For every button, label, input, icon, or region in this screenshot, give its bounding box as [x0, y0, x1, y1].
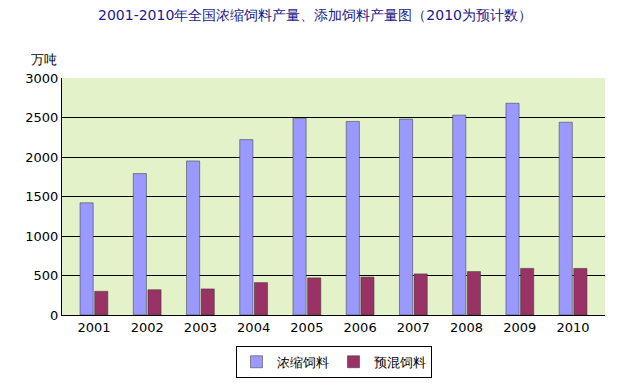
svg-text:500: 500 [34, 268, 59, 283]
svg-text:2010: 2010 [557, 320, 590, 335]
svg-text:2008: 2008 [450, 320, 483, 335]
svg-text:2006: 2006 [344, 320, 377, 335]
svg-text:2004: 2004 [237, 320, 270, 335]
svg-text:2005: 2005 [290, 320, 323, 335]
svg-text:预混饲料: 预混饲料 [374, 355, 426, 370]
svg-text:浓缩饲料: 浓缩饲料 [277, 355, 329, 370]
svg-text:万吨: 万吨 [31, 52, 57, 67]
svg-text:2001-2010年全国浓缩饲料产量、添加饲料产量图（201: 2001-2010年全国浓缩饲料产量、添加饲料产量图（2010为预计数） [98, 7, 532, 23]
svg-text:1500: 1500 [25, 189, 58, 204]
svg-text:2007: 2007 [397, 320, 430, 335]
svg-text:2009: 2009 [503, 320, 536, 335]
svg-text:3000: 3000 [25, 71, 58, 86]
svg-text:2000: 2000 [25, 150, 58, 165]
svg-text:2001: 2001 [77, 320, 110, 335]
svg-text:2003: 2003 [184, 320, 217, 335]
svg-text:1000: 1000 [25, 229, 58, 244]
svg-text:0: 0 [50, 308, 58, 323]
svg-text:2500: 2500 [25, 110, 58, 125]
svg-text:2002: 2002 [131, 320, 164, 335]
